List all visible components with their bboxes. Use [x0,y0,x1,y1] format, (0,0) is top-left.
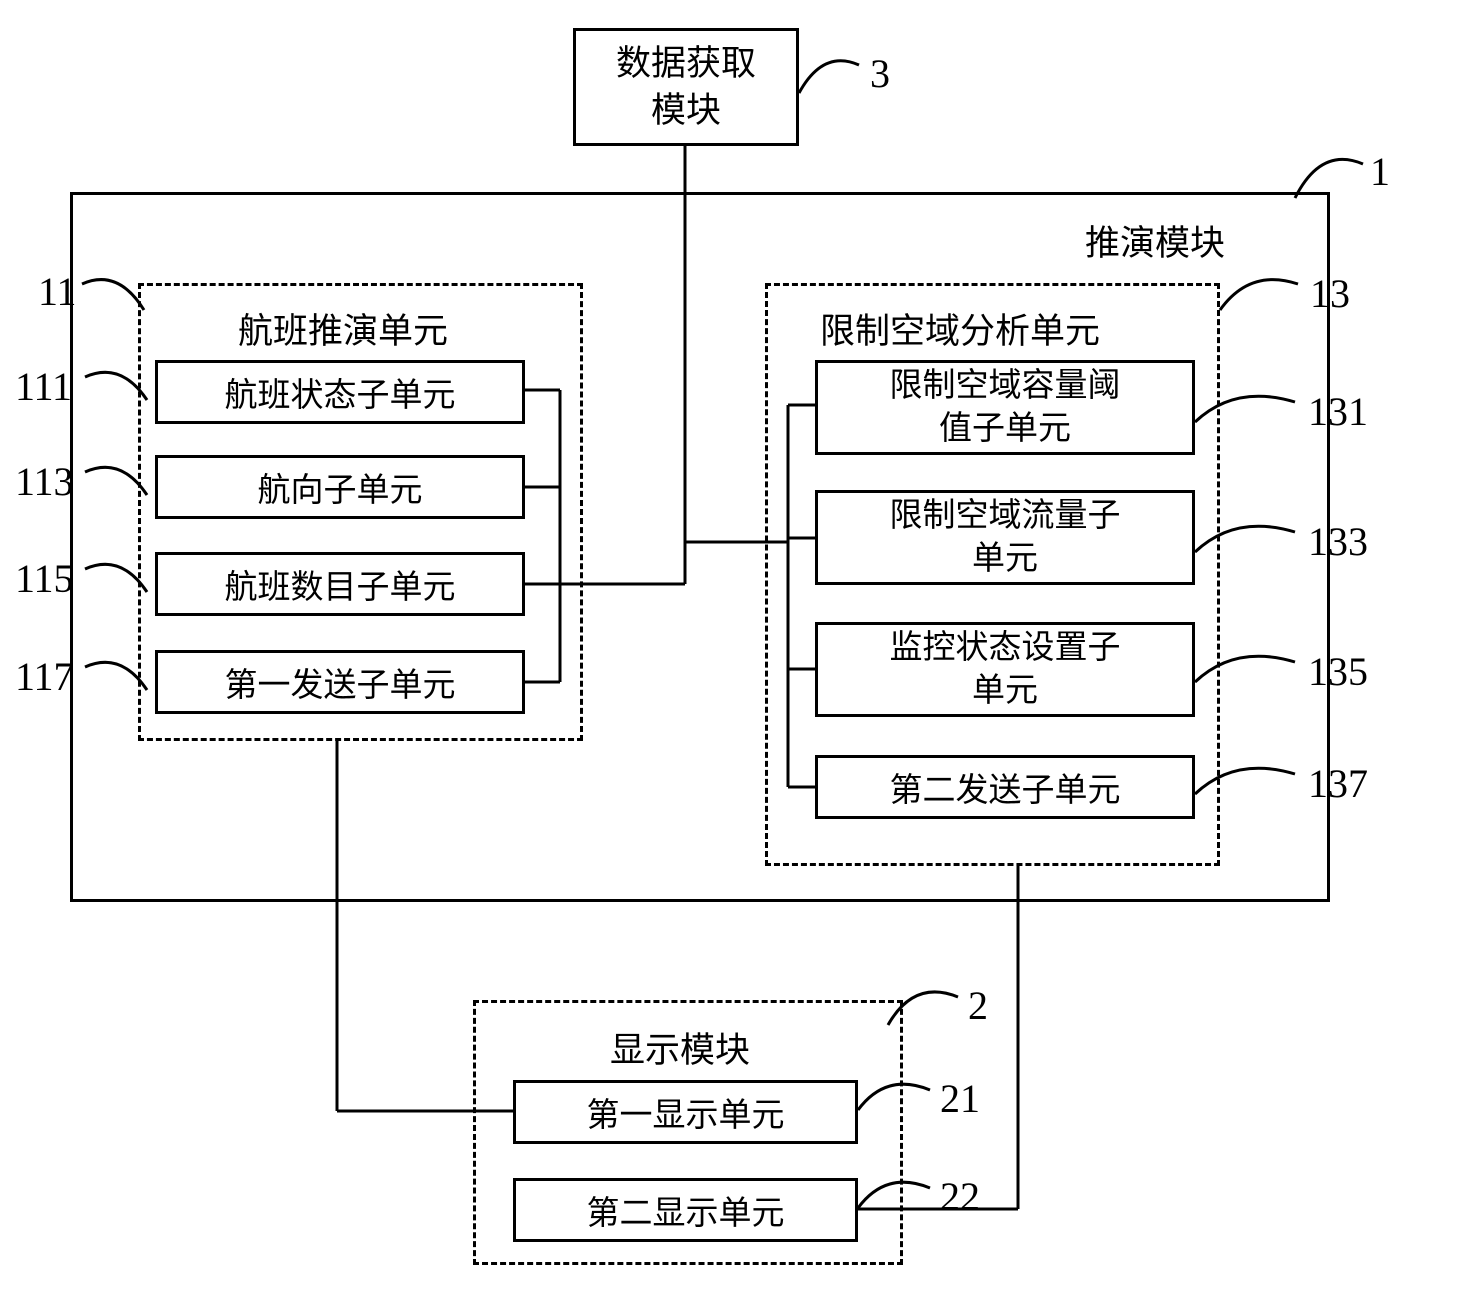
label-115: 航班数目子单元 [225,560,456,608]
label-133: 限制空域流量子单元 [890,495,1121,581]
label-111: 航班状态子单元 [225,368,456,416]
node-flow: 限制空域流量子单元 [815,490,1195,585]
num-3: 3 [870,50,890,97]
num-13: 13 [1310,270,1350,317]
label-21: 第一显示单元 [587,1088,785,1136]
node-monitor-state: 监控状态设置子单元 [815,622,1195,717]
label-13: 限制空域分析单元 [820,303,1100,354]
label-22: 第二显示单元 [587,1186,785,1234]
num-1: 1 [1370,148,1390,195]
num-131: 131 [1308,388,1368,435]
num-133: 133 [1308,518,1368,565]
label-11: 航班推演单元 [238,303,448,354]
node-data-acquisition-module: 数据获取模块 [573,28,799,146]
label-135: 监控状态设置子单元 [890,627,1121,713]
num-135: 135 [1308,648,1368,695]
label-131: 限制空域容量阈值子单元 [890,365,1121,451]
node-first-send: 第一发送子单元 [155,650,525,714]
num-115: 115 [15,555,74,602]
label-3: 数据获取模块 [616,40,756,135]
label-137: 第二发送子单元 [890,763,1121,811]
num-117: 117 [15,653,74,700]
label-113: 航向子单元 [258,463,423,511]
num-22: 22 [940,1173,980,1220]
node-second-send: 第二发送子单元 [815,755,1195,819]
label-2: 显示模块 [610,1022,750,1073]
num-111: 111 [15,363,72,410]
node-first-display: 第一显示单元 [513,1080,858,1144]
node-flight-status: 航班状态子单元 [155,360,525,424]
label-1: 推演模块 [1085,215,1225,266]
leader-3 [799,53,869,98]
num-11: 11 [38,268,77,315]
node-flight-count: 航班数目子单元 [155,552,525,616]
node-heading: 航向子单元 [155,455,525,519]
num-21: 21 [940,1075,980,1122]
node-capacity-threshold: 限制空域容量阈值子单元 [815,360,1195,455]
num-113: 113 [15,458,74,505]
label-117: 第一发送子单元 [225,658,456,706]
node-second-display: 第二显示单元 [513,1178,858,1242]
num-2: 2 [968,982,988,1029]
num-137: 137 [1308,760,1368,807]
